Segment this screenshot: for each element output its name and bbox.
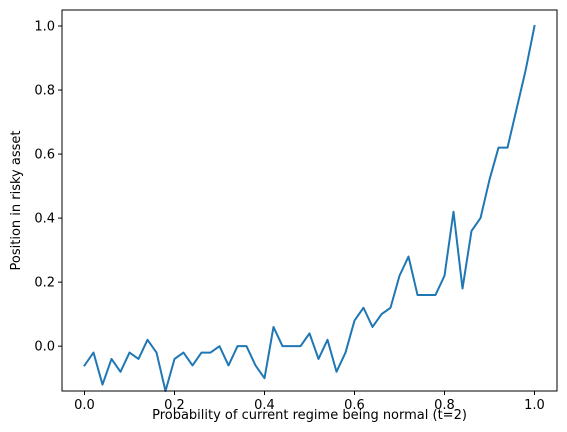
y-axis-label: Position in risky asset <box>9 131 24 271</box>
y-tick-label: 0.6 <box>34 148 55 163</box>
plot-frame <box>61 9 558 392</box>
plot-background <box>62 10 557 391</box>
x-axis-label: Probability of current regime being norm… <box>152 408 467 423</box>
y-tick-label: 0.4 <box>34 212 55 227</box>
y-tick-label: 1.0 <box>34 20 55 35</box>
x-tick-label: 0.2 <box>164 398 185 413</box>
series-layer <box>83 24 536 392</box>
x-tick-label: 0.6 <box>344 398 365 413</box>
x-tick-label: 0.8 <box>434 398 455 413</box>
y-tick-label: 0.0 <box>34 340 55 355</box>
x-tick-label: 0.0 <box>74 398 95 413</box>
y-tick-label: 0.8 <box>34 84 55 99</box>
series-line-position <box>83 24 536 392</box>
y-tick-label: 0.2 <box>34 276 55 291</box>
x-tick-label: 1.0 <box>524 398 545 413</box>
x-tick-label: 0.4 <box>254 398 275 413</box>
ticks-layer: 0.0 0.2 0.4 0.6 0.8 1.0 0.0 0.2 0.4 0.6 0.8 1.0 <box>34 20 545 413</box>
